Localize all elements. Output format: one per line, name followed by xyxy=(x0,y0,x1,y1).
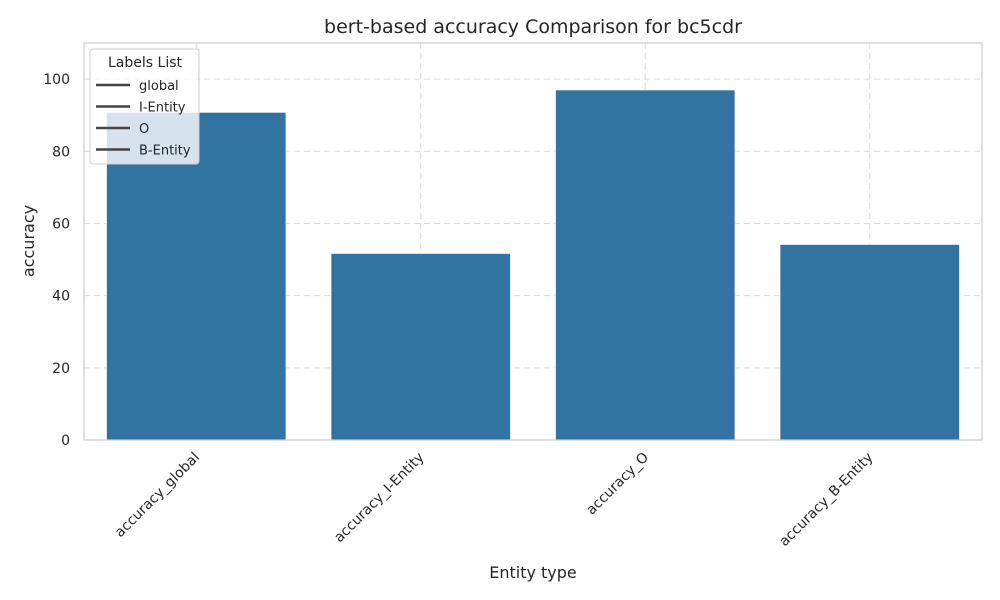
bar-accuracy_I-Entity xyxy=(330,253,511,441)
y-tick-label: 60 xyxy=(52,216,70,232)
chart-title: bert-based accuracy Comparison for bc5cd… xyxy=(324,16,742,38)
y-axis-label: accuracy xyxy=(19,205,38,277)
legend-box xyxy=(89,48,200,165)
legend-label: I-Entity xyxy=(139,101,186,116)
x-tick-label: accuracy_O xyxy=(583,450,652,519)
bars xyxy=(106,89,960,441)
y-tick-label: 0 xyxy=(61,433,70,449)
x-axis-label: Entity type xyxy=(489,563,577,582)
bar-accuracy_O xyxy=(555,89,736,441)
legend-title: Labels List xyxy=(108,55,182,71)
y-tick-label: 20 xyxy=(52,361,70,377)
x-axis-ticks: accuracy_global accuracy_I-Entity accuracy… xyxy=(112,450,877,550)
x-tick-label: accuracy_B-Entity xyxy=(776,450,876,550)
legend: Labels List global I-Entity O B-Entity xyxy=(89,48,200,165)
legend-entries: global I-Entity O B-Entity xyxy=(96,79,191,159)
bar-accuracy_B-Entity xyxy=(779,243,960,441)
x-tick-label: accuracy_I-Entity xyxy=(331,450,427,546)
y-tick-label: 100 xyxy=(43,72,70,88)
legend-label: B-Entity xyxy=(139,144,191,159)
plot-frame xyxy=(83,42,983,441)
y-tick-label: 40 xyxy=(52,289,70,305)
x-tick-label: accuracy_global xyxy=(112,450,203,541)
y-tick-label: 80 xyxy=(52,144,70,160)
legend-label: O xyxy=(139,122,149,137)
legend-label: global xyxy=(139,79,179,94)
y-axis-ticks: 0 20 40 60 80 100 xyxy=(43,72,70,449)
